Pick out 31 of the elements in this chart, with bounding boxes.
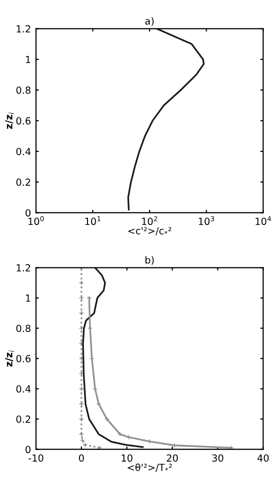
x-tick-label: 10$^{3}$ bbox=[198, 216, 214, 226]
y-tick-label: 1.2 bbox=[16, 25, 30, 32]
chart-title: b) bbox=[145, 256, 154, 265]
y-axis-title: z/z$_{i}$ bbox=[5, 112, 14, 129]
y-tick-label: 0.2 bbox=[16, 178, 30, 186]
x-tick-label: 10$^{2}$ bbox=[142, 216, 158, 226]
x-tick-label: 10$^{4}$ bbox=[256, 216, 272, 226]
x-tick-label: 40 bbox=[257, 454, 269, 462]
y-axis-title: z/z$_{i}$ bbox=[5, 350, 14, 367]
y-tick-label: 0.4 bbox=[16, 148, 31, 156]
y-tick-label: 1 bbox=[26, 56, 30, 64]
y-tick-label: 0 bbox=[26, 209, 31, 217]
y-tick-label: 0 bbox=[26, 446, 31, 454]
y-tick-label: 0.6 bbox=[16, 117, 31, 125]
x-tick-label: 30 bbox=[212, 454, 224, 462]
y-tick-label: 1 bbox=[26, 294, 30, 302]
y-tick-label: 0.6 bbox=[16, 354, 31, 362]
y-tick-label: 0.8 bbox=[16, 324, 30, 332]
x-axis-title: <c'²>/c$_{*}$² bbox=[128, 227, 172, 236]
x-tick-label: -10 bbox=[28, 454, 44, 462]
y-tick-label: 0.4 bbox=[16, 385, 31, 393]
x-tick-label: 10$^{1}$ bbox=[85, 216, 100, 226]
y-tick-label: 1.2 bbox=[16, 264, 30, 272]
x-tick-label: 0 bbox=[78, 454, 84, 462]
x-tick-label: 20 bbox=[166, 454, 178, 462]
x-tick-label: 10 bbox=[122, 454, 132, 462]
y-tick-label: 0.2 bbox=[16, 416, 30, 423]
y-tick-label: 0.8 bbox=[16, 86, 30, 94]
chart-title: a) bbox=[145, 17, 154, 26]
x-tick-label: 10$^{0}$ bbox=[28, 216, 44, 226]
x-axis-title: <θ'²>/T$_{*}$² bbox=[128, 463, 172, 472]
